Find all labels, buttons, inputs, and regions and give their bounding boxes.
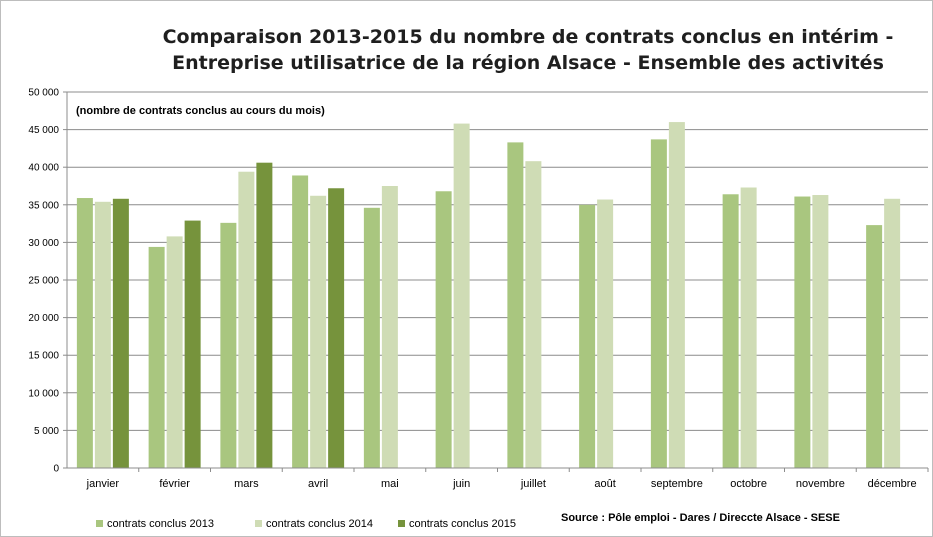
y-tick-label: 45 000 [28, 125, 59, 136]
bar [507, 142, 524, 468]
y-tick-label: 30 000 [28, 238, 59, 249]
chart-source: Source : Pôle emploi - Dares / Direccte … [561, 512, 840, 524]
x-tick-label: septembre [651, 478, 703, 490]
bar [435, 191, 452, 468]
bar [794, 196, 811, 468]
chart-title-line-2: Entreprise utilisatrice de la région Als… [172, 52, 884, 74]
y-tick-label: 50 000 [28, 88, 59, 99]
bar [722, 194, 739, 468]
y-tick-label: 35 000 [28, 200, 59, 211]
legend-swatch [96, 520, 103, 527]
x-tick-label: octobre [730, 478, 767, 490]
x-tick-label: décembre [868, 478, 917, 490]
legend-label: contrats conclus 2014 [266, 518, 373, 530]
grid [67, 91, 928, 431]
x-tick-label: janvier [86, 478, 120, 490]
bar [381, 186, 398, 468]
chart-title-line-1: Comparaison 2013-2015 du nombre de contr… [163, 26, 894, 48]
x-tick-label: mars [234, 478, 259, 490]
y-tick-label: 20 000 [28, 313, 59, 324]
y-tick-label: 0 [53, 464, 59, 475]
bar [256, 162, 273, 469]
x-tick-label: août [594, 478, 615, 490]
bar [328, 188, 345, 469]
bar [166, 236, 183, 468]
bar [184, 220, 201, 468]
y-tick-label: 40 000 [28, 163, 59, 174]
legend-swatch [255, 520, 262, 527]
bar [238, 171, 255, 468]
bar [650, 139, 667, 468]
x-tick-label: avril [308, 478, 328, 490]
bar [579, 204, 596, 469]
legend: contrats conclus 2013 contrats conclus 20… [96, 518, 516, 530]
bar [668, 122, 685, 468]
bar [884, 198, 901, 468]
bar [866, 225, 883, 468]
bar [363, 207, 380, 469]
axes: 0 5 000 10 000 15 000 20 000 25 000 30 000 35 0… [28, 88, 929, 490]
legend-swatch [398, 520, 405, 527]
x-tick-label: juin [452, 478, 470, 490]
bar [525, 161, 542, 468]
chart-note: (nombre de contrats conclus au cours du … [76, 105, 325, 117]
legend-label: contrats conclus 2015 [409, 518, 516, 530]
bar [597, 199, 614, 468]
legend-label: contrats conclus 2013 [107, 518, 214, 530]
y-tick-label: 25 000 [28, 276, 59, 287]
x-tick-label: novembre [796, 478, 845, 490]
y-tick-label: 5 000 [34, 426, 59, 437]
x-tick-label: février [159, 478, 190, 490]
bar [453, 123, 470, 469]
bars [76, 122, 901, 469]
bar [94, 201, 111, 469]
bar [740, 187, 757, 468]
bar [220, 222, 237, 468]
bar [112, 198, 129, 468]
bar [292, 175, 309, 469]
bar [148, 246, 165, 468]
y-tick-label: 10 000 [28, 388, 59, 399]
x-tick-label: juillet [520, 478, 546, 490]
bar [76, 198, 93, 469]
y-tick-label: 15 000 [28, 351, 59, 362]
x-tick-label: mai [381, 478, 399, 490]
bar [812, 195, 829, 469]
bar [310, 195, 327, 468]
